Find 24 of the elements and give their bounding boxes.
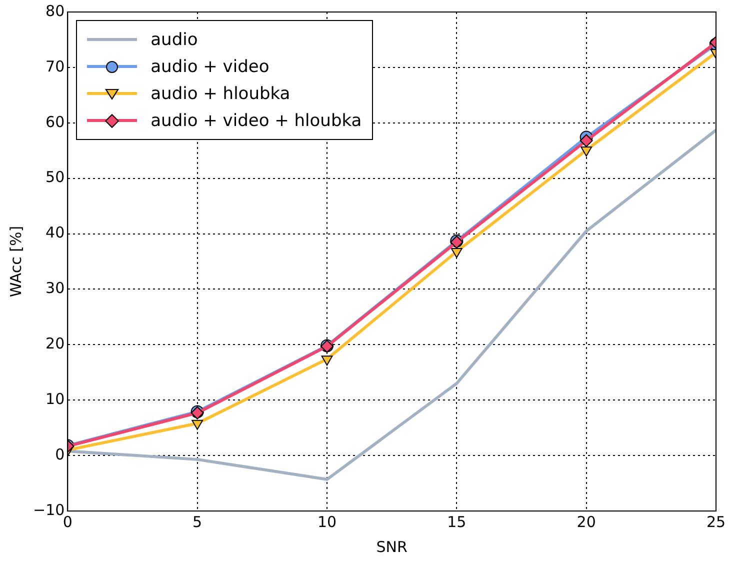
legend-label: audio + video (150, 56, 270, 76)
y-tick-label: 80 (46, 2, 65, 20)
y-tick-label: 20 (46, 334, 65, 353)
x-tick-label: 5 (192, 512, 202, 531)
point (192, 420, 204, 430)
y-tick-label: 50 (46, 168, 65, 186)
y-tick-label: 0 (55, 445, 65, 464)
point (321, 356, 333, 366)
y-tick-label: 60 (46, 112, 65, 131)
legend-label: audio (150, 30, 198, 50)
x-tick-label: 10 (317, 512, 337, 531)
x-tick-label: 25 (706, 512, 726, 531)
point (450, 248, 462, 258)
x-axis-title: SNR (376, 538, 408, 556)
y-tick-label: 40 (46, 224, 65, 242)
y-axis-title: WAcc [%] (6, 226, 25, 298)
x-tick-label: 20 (576, 512, 596, 531)
y-tick-label: −10 (33, 500, 65, 519)
legend-label: audio + hloubka (150, 84, 290, 104)
legend-label: audio + video + hloubka (150, 110, 362, 130)
x-tick-label: 15 (447, 512, 466, 531)
y-tick-label: 10 (46, 390, 65, 408)
y-tick-label: 30 (46, 279, 65, 298)
y-tick-label: 70 (46, 57, 65, 76)
